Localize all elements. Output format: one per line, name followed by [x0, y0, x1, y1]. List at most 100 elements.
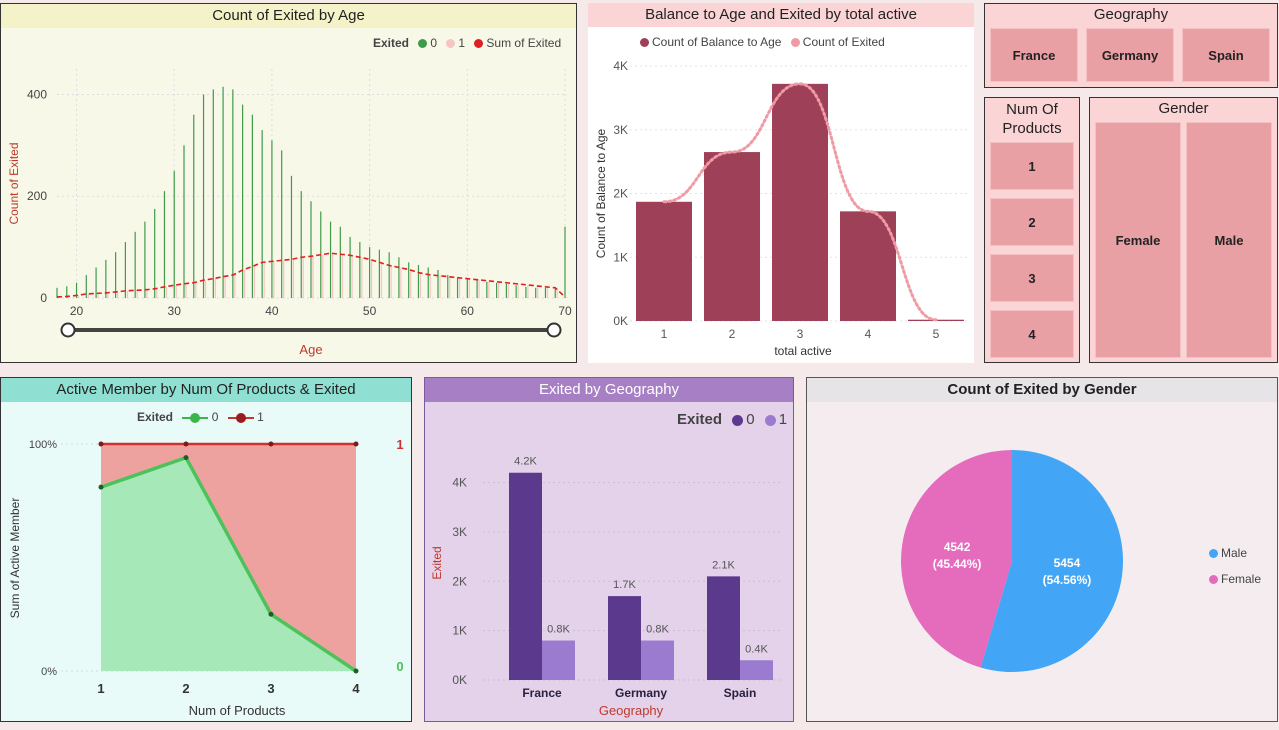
x-tick-label: 3	[267, 681, 274, 696]
age-slider-min-handle[interactable]	[60, 322, 76, 338]
balance-chart-legend: Count of Balance to Age Count of Exited	[640, 35, 885, 49]
y-tick-label: 1K	[613, 250, 628, 264]
x-tick-label: 70	[558, 304, 572, 318]
pie-percent-label: (45.44%)	[933, 557, 982, 571]
exited-1-point	[98, 441, 104, 447]
gender-slicer-title: Gender	[1158, 100, 1209, 117]
age-chart-legend: Exited 0 1 Sum of Exited	[373, 36, 562, 50]
y-tick-label: 0K	[452, 673, 467, 687]
y-tick-label: 2K	[613, 187, 628, 201]
exited-0-area	[101, 457, 356, 671]
count-of-exited-line	[662, 82, 938, 322]
pie-value-label: 5454	[1054, 556, 1081, 570]
geo-bar-exited-0	[509, 472, 542, 680]
pie-slice-male	[980, 450, 1123, 672]
geography-slicer-title: Geography	[1093, 6, 1169, 23]
exited-0-point	[268, 611, 274, 617]
gender-chart-title: Count of Exited by Gender	[807, 378, 1277, 402]
x-tick-label: 4	[865, 327, 872, 341]
active-chart-svg: 100% 0% 1 2 3 4 1 0 Sum of Active Member Num of P…	[8, 437, 404, 718]
geo-bar-label: 0.4K	[745, 643, 768, 655]
geo-chart-panel: Exited by Geography Exited 0 1 0K 1K 2K 3K 4…	[424, 377, 794, 722]
y-tick-label: 200	[27, 189, 47, 203]
y-tick-label: 400	[27, 87, 47, 101]
y-tick-label: 0%	[41, 666, 57, 678]
y-tick-label: 0	[40, 291, 47, 305]
x-tick-label: France	[522, 686, 562, 700]
products-3-button[interactable]: 3	[990, 254, 1074, 302]
products-2-button[interactable]: 2	[990, 198, 1074, 246]
y-tick-label: 4K	[452, 476, 467, 490]
x-axis-label: Geography	[599, 703, 664, 718]
x-tick-label: 4	[352, 681, 360, 696]
geography-spain-button[interactable]: Spain	[1182, 28, 1270, 82]
exited-1-point	[353, 441, 359, 447]
y-tick-label: 3K	[452, 525, 467, 539]
end-label-exited-0: 0	[396, 659, 403, 674]
age-chart-svg: 20 30 40 50 60 70 0 200 400 Count of Exited Age	[7, 69, 572, 357]
x-axis-label: Age	[299, 342, 322, 357]
age-chart-panel: Count of Exited by Age Exited 0 1 Sum of…	[0, 3, 577, 363]
balance-chart-svg: 0K 1K 2K 3K 4K 1 2 3 4 5 Count of Balance to Age to…	[594, 59, 970, 358]
geography-slicer: Geography France Germany Spain	[984, 3, 1278, 88]
y-tick-label: 3K	[613, 123, 628, 137]
x-tick-label: 1	[661, 327, 668, 341]
exited-0-line	[100, 455, 357, 673]
sum-of-exited-line	[56, 252, 566, 298]
products-1-button[interactable]: 1	[990, 142, 1074, 190]
geo-bar-exited-1	[641, 640, 674, 680]
geo-bar-exited-1	[740, 660, 773, 680]
x-tick-label: Germany	[615, 686, 667, 700]
pie-percent-label: (54.56%)	[1043, 573, 1092, 587]
x-tick-label: 3	[797, 327, 804, 341]
y-axis-label: Sum of Active Member	[8, 498, 22, 619]
y-tick-label: 0K	[613, 314, 628, 328]
x-axis-label: Num of Products	[189, 703, 286, 718]
x-tick-label: Spain	[724, 686, 757, 700]
gender-chart-panel: Count of Exited by Gender Male Female 54…	[806, 377, 1278, 722]
balance-bar	[840, 211, 896, 321]
gender-male-button[interactable]: Male	[1186, 122, 1272, 358]
x-tick-label: 2	[182, 681, 189, 696]
active-chart-legend: Exited 0 1	[137, 410, 264, 424]
geo-bar-exited-0	[608, 596, 641, 680]
x-tick-label: 5	[933, 327, 940, 341]
geo-bar-label: 2.1K	[712, 559, 735, 571]
legend-title: Exited	[137, 410, 174, 424]
balance-chart-panel: Balance to Age and Exited by total activ…	[588, 3, 974, 363]
gender-chart-legend: Male Female	[1209, 540, 1261, 592]
x-tick-label: 60	[461, 304, 475, 318]
products-4-button[interactable]: 4	[990, 310, 1074, 358]
y-axis-label: Exited	[430, 546, 444, 579]
x-tick-label: 2	[729, 327, 736, 341]
gender-slicer: Gender Female Male	[1089, 97, 1278, 363]
legend-title: Exited	[677, 411, 723, 428]
exited-0-point	[353, 668, 359, 674]
gender-female-button[interactable]: Female	[1095, 122, 1181, 358]
geo-bar-exited-0	[707, 576, 740, 680]
y-axis-label: Count of Balance to Age	[594, 128, 608, 258]
exited-0-point	[98, 484, 104, 490]
y-tick-label: 2K	[452, 574, 467, 588]
balance-bar	[772, 83, 828, 321]
geo-chart-legend: Exited 0 1	[677, 411, 788, 428]
y-tick-label: 1K	[452, 624, 467, 638]
balance-chart-title: Balance to Age and Exited by total activ…	[588, 3, 974, 27]
geography-france-button[interactable]: France	[990, 28, 1078, 82]
end-label-exited-1: 1	[396, 437, 403, 452]
x-axis-label: total active	[774, 344, 832, 358]
pie-slice-female	[901, 450, 1012, 668]
products-slicer: Num Of Products 1 2 3 4	[984, 97, 1080, 363]
exited-1-point	[183, 441, 189, 447]
gender-chart-svg: 5454 (54.56%) 4542 (45.44%)	[901, 450, 1123, 672]
balance-bar	[704, 152, 760, 321]
geo-bar-label: 0.8K	[547, 624, 570, 636]
products-slicer-title: Num Of Products	[1002, 101, 1062, 137]
age-slider-max-handle[interactable]	[546, 322, 562, 338]
geo-chart-title: Exited by Geography	[425, 378, 793, 402]
geography-germany-button[interactable]: Germany	[1086, 28, 1174, 82]
geo-bar-label: 1.7K	[613, 579, 636, 591]
geo-chart-svg: 0K 1K 2K 3K 4K 4.2K 0.8K France 1.7K 0.8K Germany 2…	[430, 456, 780, 718]
legend-title: Exited	[373, 36, 410, 50]
y-tick-label: 4K	[613, 59, 628, 73]
